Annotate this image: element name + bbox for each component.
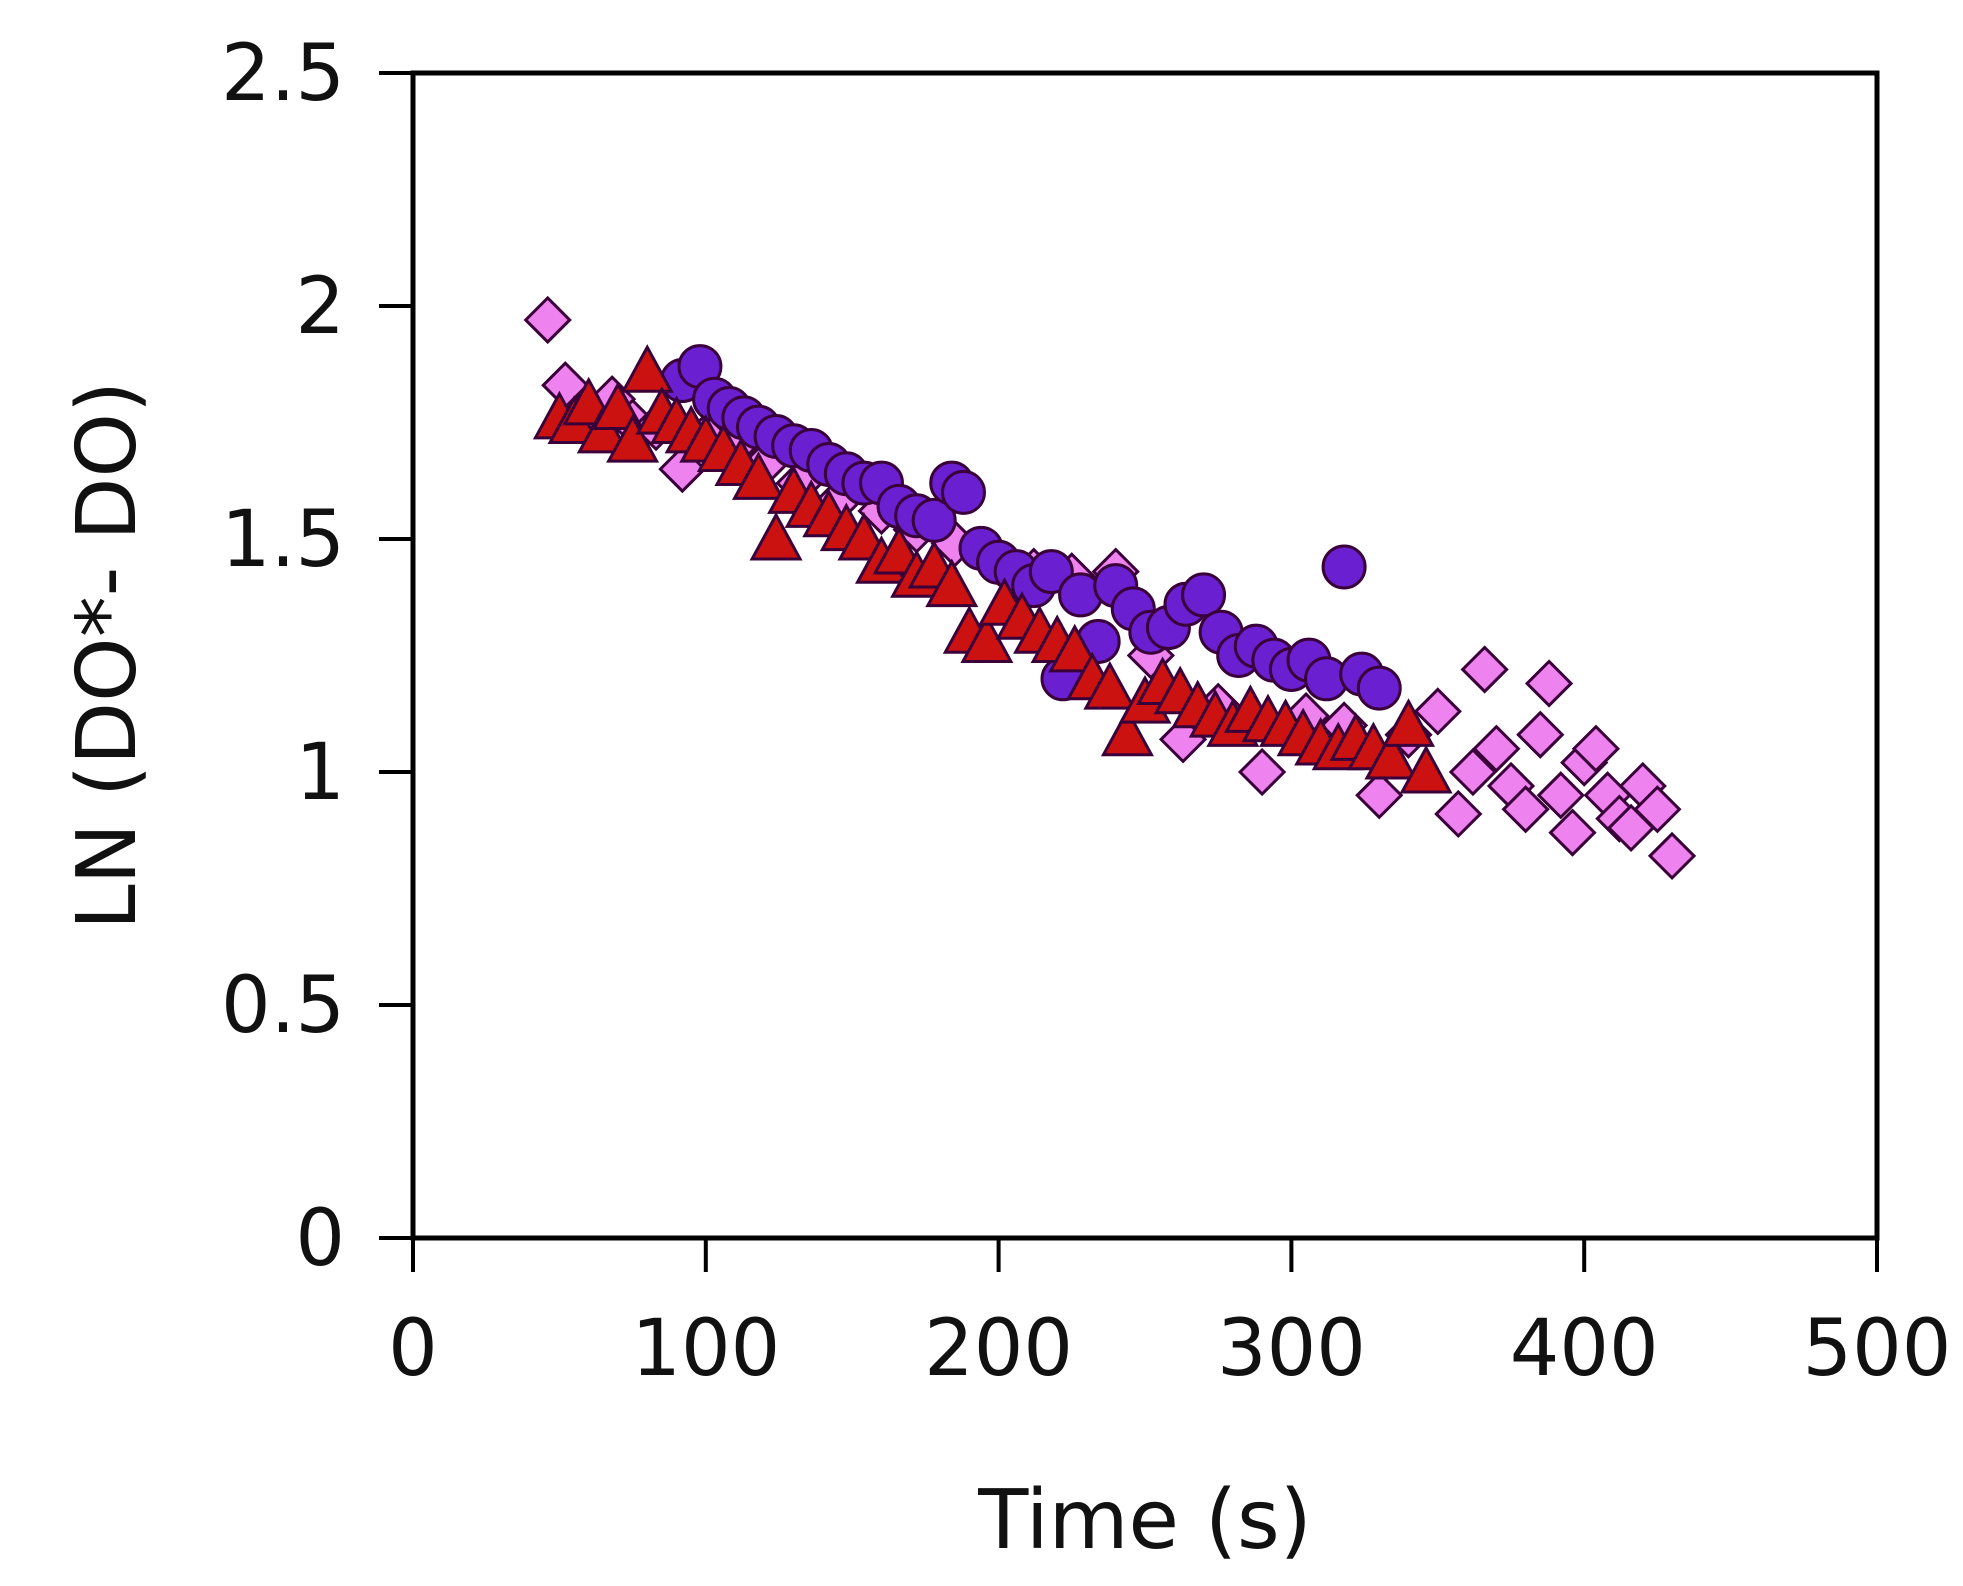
diamond-point xyxy=(1460,645,1509,694)
x-tick-label: 300 xyxy=(1217,1304,1366,1394)
tick-labels: 0 0.5 1 1.5 2 2.5 0 100 200 300 400 500 xyxy=(221,29,1951,1394)
diamond-point xyxy=(523,295,572,345)
triangle-series xyxy=(532,344,1453,794)
diamond-point xyxy=(1237,747,1287,797)
axis-ticks xyxy=(379,71,1879,1272)
diamond-point xyxy=(1647,831,1697,881)
diamond-point xyxy=(1501,785,1550,834)
diamond-point xyxy=(1571,724,1621,773)
diamond-point xyxy=(1524,659,1574,708)
triangle-point xyxy=(731,451,786,500)
circle-series xyxy=(659,344,1402,711)
diamond-point xyxy=(1448,747,1498,797)
triangle-point xyxy=(1399,744,1453,794)
diamond-point xyxy=(1413,687,1462,736)
circle-point xyxy=(940,469,986,515)
y-tick-label: 2 xyxy=(295,262,345,352)
triangle-point xyxy=(1381,698,1436,747)
x-tick-label: 0 xyxy=(388,1304,438,1394)
triangle-point xyxy=(925,558,979,608)
y-tick-label: 1 xyxy=(295,728,345,818)
plot-area xyxy=(410,70,1880,1241)
triangle-point xyxy=(1048,623,1102,673)
y-tick-label: 0.5 xyxy=(221,961,345,1051)
triangle-point xyxy=(1083,660,1137,710)
diamond-point xyxy=(1355,771,1404,820)
triangle-point xyxy=(606,414,660,463)
diamond-point xyxy=(1633,785,1682,834)
x-tick-label: 100 xyxy=(631,1304,780,1394)
y-tick-label: 0 xyxy=(295,1194,345,1284)
x-tick-label: 400 xyxy=(1510,1304,1659,1394)
circle-point xyxy=(1321,544,1367,590)
triangle-point xyxy=(1364,730,1418,780)
circle-point xyxy=(1356,665,1402,711)
circle-point xyxy=(1181,572,1227,618)
triangle-point xyxy=(1100,707,1154,757)
diamond-point xyxy=(1516,710,1565,759)
triangle-point xyxy=(749,511,803,561)
data-points xyxy=(523,295,1697,881)
x-tick-label: 500 xyxy=(1803,1304,1952,1394)
circle-point xyxy=(1028,549,1074,595)
triangle-point xyxy=(620,344,674,393)
y-tick-label: 1.5 xyxy=(221,495,345,585)
x-tick-label: 200 xyxy=(924,1304,1073,1394)
diamond-point xyxy=(1434,789,1483,839)
diamond-point xyxy=(1536,771,1585,820)
y-axis-label: LN (DO*- DO) xyxy=(60,381,155,930)
diamond-point xyxy=(1548,808,1597,857)
triangle-point xyxy=(591,381,645,431)
x-axis-label: Time (s) xyxy=(977,1473,1311,1568)
diamond-point xyxy=(1472,724,1521,773)
y-tick-label: 2.5 xyxy=(221,29,345,119)
